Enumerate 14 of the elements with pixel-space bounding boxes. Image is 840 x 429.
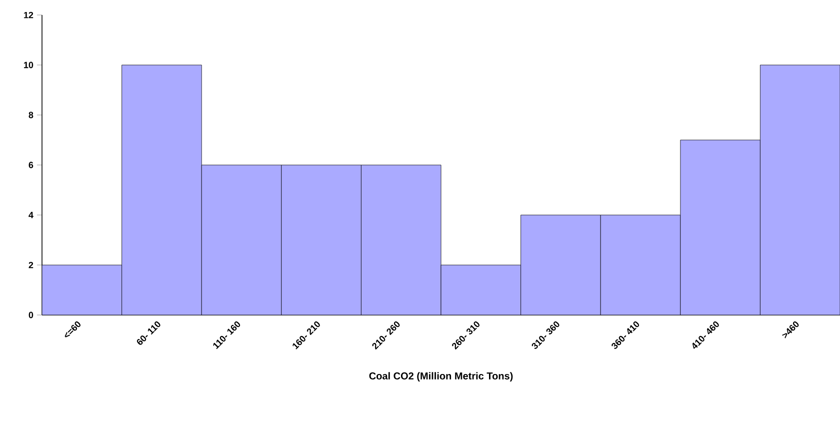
x-tick-label: 110- 160: [213, 321, 240, 350]
x-tick-label: 410- 460: [692, 321, 719, 349]
x-tick-label: 260- 310: [452, 321, 480, 350]
y-tick-label: 10: [24, 62, 34, 68]
x-tick-label: 60- 110: [136, 321, 160, 345]
x-tick-label: 310- 360: [532, 321, 560, 349]
y-tick-label: 2: [28, 262, 34, 268]
y-tick-label: 4: [28, 212, 34, 218]
y-tick-label: 12: [24, 12, 34, 18]
x-axis-title: Coal CO2 (Million Metric Tons): [369, 372, 513, 382]
x-tick-label: 360- 410: [612, 321, 640, 349]
y-tick-label: 8: [28, 112, 34, 118]
y-tick-label: 0: [28, 312, 34, 318]
y-tick-label: 6: [28, 162, 34, 168]
